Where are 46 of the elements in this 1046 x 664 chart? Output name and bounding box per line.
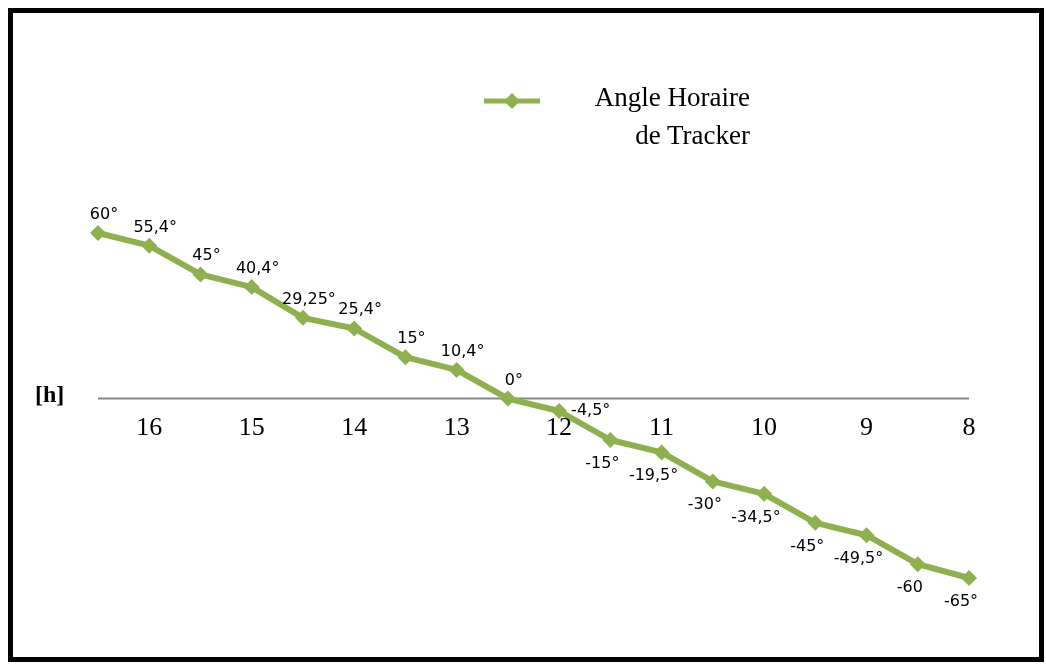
legend-label: Angle Horaire de Tracker <box>593 81 750 152</box>
point <box>90 225 106 241</box>
data-label: -19,5° <box>628 465 679 485</box>
point <box>909 556 926 573</box>
data-label: -34,5° <box>731 506 781 526</box>
data-label: -65° <box>943 591 979 610</box>
x-tick-label: 12 <box>546 411 573 441</box>
x-tick-label: 16 <box>136 411 163 441</box>
point <box>346 320 363 337</box>
data-label: 45° <box>192 245 221 265</box>
point <box>448 361 465 378</box>
point <box>653 444 670 461</box>
x-tick-label: 9 <box>860 411 874 441</box>
data-label: 29,25° <box>282 288 336 308</box>
x-tick-label: 8 <box>962 411 976 441</box>
point <box>704 473 721 490</box>
point <box>961 570 977 586</box>
point <box>499 390 516 407</box>
point <box>756 485 773 502</box>
point <box>602 432 619 448</box>
x-axis-title: [h] <box>35 380 65 408</box>
point <box>858 527 875 544</box>
data-label: 0° <box>504 369 523 389</box>
x-tick-label: 10 <box>751 411 778 441</box>
point <box>243 279 260 296</box>
x-tick-label: 14 <box>341 411 368 441</box>
point <box>397 349 414 366</box>
data-label: -60 <box>896 577 923 597</box>
data-label: 25,4° <box>338 299 382 319</box>
x-tick-label: 15 <box>238 411 265 441</box>
data-label: -45° <box>790 535 825 555</box>
point <box>807 514 824 531</box>
data-label: -15° <box>585 453 620 472</box>
data-label: -30° <box>687 494 722 514</box>
x-tick-label: 11 <box>649 411 675 441</box>
point <box>294 309 311 326</box>
data-label: 10,4° <box>440 340 485 360</box>
point <box>192 266 209 283</box>
data-label: 55,4° <box>133 216 178 236</box>
data-label: 15° <box>397 328 426 348</box>
data-label: 40,4° <box>235 258 280 278</box>
point <box>141 237 158 254</box>
data-label: -49,5° <box>833 548 884 568</box>
data-label: 60° <box>89 204 119 223</box>
data-label: -4,5° <box>571 400 611 420</box>
x-tick-label: 13 <box>443 411 470 441</box>
